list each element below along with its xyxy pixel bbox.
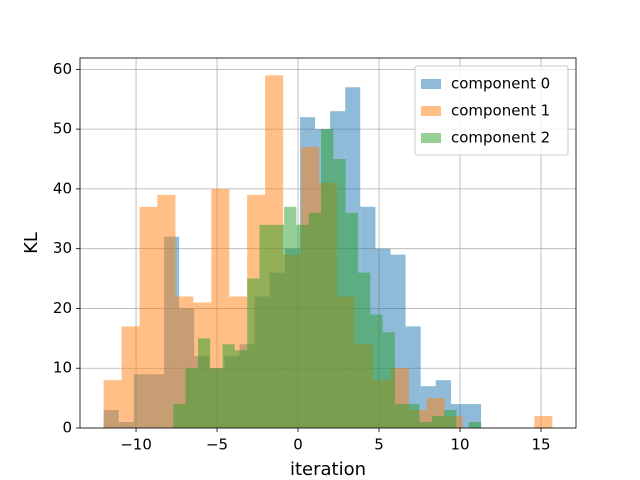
legend-label: component 1 (451, 102, 550, 120)
legend-label: component 0 (451, 75, 550, 93)
y-tick-label: 30 (53, 239, 72, 257)
bar (139, 206, 158, 428)
legend-swatch (421, 133, 441, 143)
bar (431, 416, 445, 428)
bar (394, 404, 408, 428)
bar (333, 159, 346, 429)
plot-frame (79, 57, 577, 429)
bar (157, 194, 176, 428)
bar (382, 332, 395, 428)
bar (173, 404, 186, 428)
legend: component 0 component 1 component 2 (414, 65, 569, 156)
bar (345, 212, 358, 428)
bar (321, 129, 334, 428)
bar (210, 368, 223, 428)
x-tick-label: 0 (293, 436, 303, 454)
bar (407, 404, 420, 428)
x-tick-label: 10 (450, 436, 469, 454)
bar (534, 416, 553, 428)
y-tick-label: 40 (53, 179, 72, 197)
bar (405, 326, 421, 428)
bar (308, 212, 322, 428)
bar (271, 224, 285, 428)
legend-box (414, 65, 569, 156)
bar (259, 224, 272, 428)
x-axis-label: iteration (290, 459, 366, 480)
y-axis-label: KL (21, 232, 42, 254)
bar (468, 422, 482, 428)
bar (419, 422, 432, 428)
legend-label: component 2 (451, 129, 550, 147)
bar (197, 338, 211, 428)
bar (103, 380, 122, 428)
y-tick-label: 10 (53, 359, 72, 377)
legend-swatch (421, 106, 441, 116)
y-tick-label: 50 (53, 120, 72, 138)
bar (370, 314, 383, 428)
bar (185, 368, 198, 428)
y-tick-label: 60 (53, 60, 72, 78)
bar (247, 278, 260, 428)
x-tick-label: 5 (374, 436, 384, 454)
bar (284, 206, 297, 428)
bar (234, 350, 248, 428)
x-tick-label: −5 (206, 436, 228, 454)
y-tick-label: 20 (53, 299, 72, 317)
bar (296, 224, 309, 428)
legend-swatch (421, 79, 441, 89)
bar (121, 326, 140, 428)
bar (222, 344, 235, 428)
bar (357, 272, 371, 428)
x-tick-label: −10 (120, 436, 152, 454)
x-tick-label: 15 (531, 436, 550, 454)
bar (444, 410, 457, 428)
y-tick-label: 0 (62, 419, 72, 437)
